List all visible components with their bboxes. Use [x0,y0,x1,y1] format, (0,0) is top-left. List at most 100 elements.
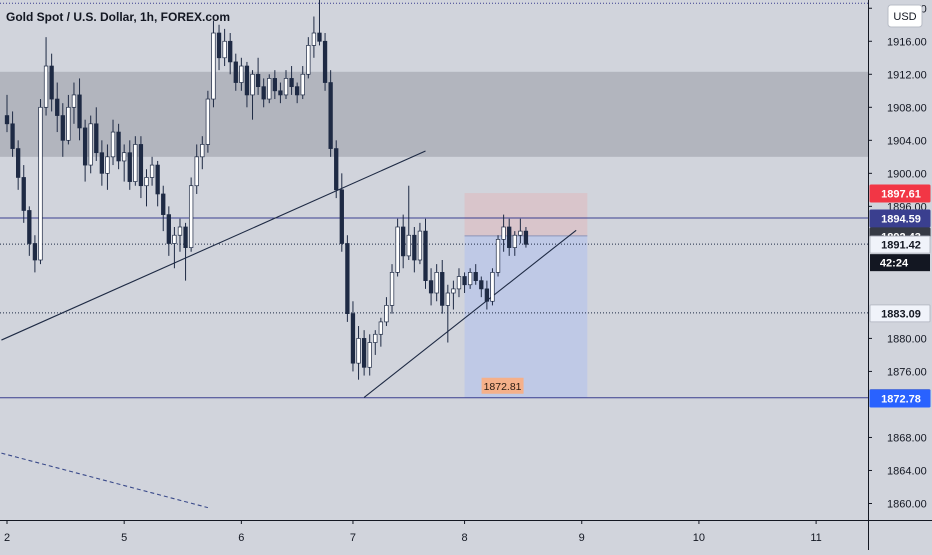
candle-body [339,189,344,244]
candle-body [267,78,272,100]
candle-body [244,65,250,96]
trendline [1,150,426,341]
price-axis [868,0,932,550]
resistance-zone [0,71,868,157]
countdown-bg [870,254,930,272]
candle-body [255,73,261,88]
candle-body [490,272,495,302]
x-tick-label: 9 [579,532,585,544]
x-tick-label: 11 [810,532,821,544]
candle-body [250,73,255,96]
candle-body [350,313,356,364]
candle-body [423,230,428,281]
candle-body [501,226,506,240]
x-tick-label: 8 [461,532,467,544]
y-tick-label: 1868.00 [887,432,927,444]
candle-body [467,272,473,286]
candle-body [434,272,439,294]
candle-body [518,230,523,236]
candle-body [55,98,60,116]
candle-body [272,78,277,92]
candle-body [484,288,490,302]
candle-body [261,86,266,100]
candle-body [49,65,54,100]
price-tag-bg [869,389,931,408]
candle-body [127,152,132,182]
take-profit-zone [464,235,588,398]
candle-body [32,243,38,261]
candle-body [216,32,222,59]
price-tag-bg [869,184,931,203]
candle-body [512,234,517,248]
candle-body [334,148,339,191]
candle-body [60,115,65,141]
candle-body [161,193,166,215]
candle-body [88,123,93,166]
candle-body [445,292,450,306]
candle-body [440,272,445,306]
candle-body [27,210,32,244]
x-tick-label: 10 [693,532,705,544]
candle-body [295,86,300,96]
price-tag-navy: 1894.59 [869,209,931,228]
candle-body [144,177,149,187]
candle-body [495,239,501,273]
candle-body [278,90,283,96]
candle-body [138,144,144,187]
candle-body [367,342,372,368]
candle-body [395,226,400,273]
currency-button[interactable]: USD [887,4,923,28]
y-tick-label: 1876.00 [887,366,927,378]
candle-body [71,94,77,108]
candle-body [122,152,127,162]
candle-body [10,123,15,149]
time-axis [0,520,868,550]
candle-body [283,78,289,96]
candle-body [384,305,389,323]
candle-body [82,127,88,166]
candle-body [412,234,417,261]
trendline [363,229,577,398]
candle-body [211,32,216,100]
candle-body [105,156,110,174]
target-price-label-bg [481,377,524,394]
chart-title: Gold Spot / U.S. Dollar, 1h, FOREX.com [6,10,230,24]
candle-body [222,40,227,59]
price-tag-label: 1872.78 [881,394,921,406]
candle-body [389,272,395,306]
candle-body [110,131,116,158]
candle-body [373,333,378,343]
candle-body [479,280,484,290]
candle-body [233,61,238,83]
price-tag-label: 1897.61 [881,189,921,201]
candle-body [172,234,177,244]
candle-body [523,230,529,245]
candle-body [94,123,99,154]
candle-body [507,226,512,248]
candle-body [16,148,21,178]
candle-body [417,230,423,261]
price-tag-bg [869,209,931,228]
plot-layer: 1872.81 [0,0,868,509]
price-tag-bg [869,304,931,323]
candle-body [401,226,406,257]
candle-body [300,73,305,96]
x-tick-label: 2 [4,532,10,544]
y-tick-label: 1880.00 [887,333,927,345]
candle-body [345,243,350,315]
y-tick-label: 1908.00 [887,102,927,114]
y-tick-label: 1916.00 [887,36,927,48]
candle-body [43,65,49,108]
candle-body [149,164,155,178]
candle-body [428,280,434,294]
candle-body [77,94,82,129]
x-tick-label: 5 [121,532,127,544]
candle-body [451,288,456,294]
price-tag-blue: 1872.78 [869,389,931,408]
candle-body [155,164,160,195]
candle-body [177,226,183,236]
y-tick-label: 1900.00 [887,168,927,180]
y-tick-label: 1904.00 [887,135,927,147]
